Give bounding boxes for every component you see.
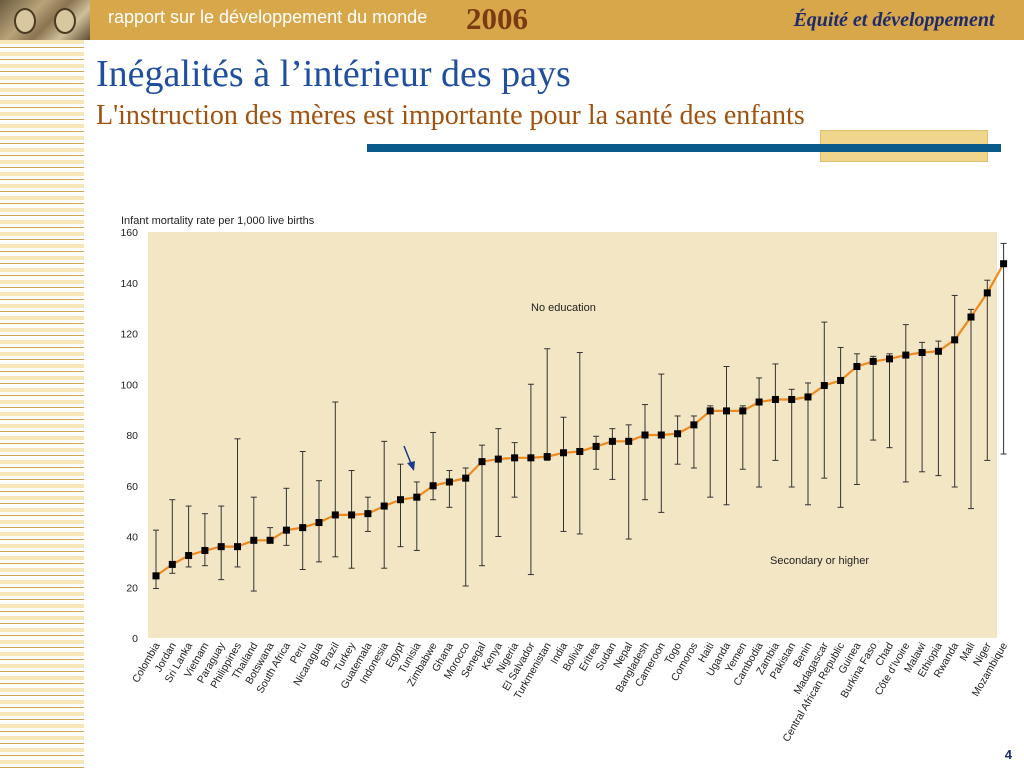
data-point <box>853 362 861 370</box>
data-point <box>478 458 486 466</box>
y-tick-label: 20 <box>126 582 138 594</box>
data-point <box>511 454 519 462</box>
data-point <box>250 536 258 544</box>
data-point <box>152 572 160 580</box>
data-point <box>608 437 616 445</box>
data-point <box>380 502 388 510</box>
annotation-secondary-or-higher: Secondary or higher <box>770 555 869 567</box>
data-point <box>527 454 535 462</box>
data-point <box>771 395 779 403</box>
data-point <box>592 442 600 450</box>
data-point <box>397 496 404 504</box>
header-year: 2006 <box>466 1 528 36</box>
y-tick-label: 0 <box>132 633 138 645</box>
y-tick-label: 40 <box>126 532 138 544</box>
portrait-right <box>54 8 76 34</box>
data-point <box>445 478 453 486</box>
data-point <box>331 511 339 519</box>
y-axis-label: Infant mortality rate per 1,000 live bir… <box>121 215 315 227</box>
data-point <box>804 393 812 401</box>
header-photo <box>0 0 90 40</box>
data-point <box>348 511 356 519</box>
data-point <box>837 376 845 384</box>
portrait-left <box>14 8 36 34</box>
data-point <box>723 407 730 415</box>
plot-background <box>148 232 997 638</box>
data-point <box>657 431 665 439</box>
y-tick-label: 80 <box>126 430 138 442</box>
y-tick-label: 120 <box>120 329 138 341</box>
y-tick-label: 60 <box>126 481 138 493</box>
slide-title: Inégalités à l’intérieur des pays <box>96 53 571 95</box>
page-number: 4 <box>1004 747 1012 762</box>
data-point <box>967 313 975 321</box>
data-point <box>690 421 698 429</box>
decorative-blue-rule <box>367 144 1001 152</box>
data-point <box>429 482 437 490</box>
data-point <box>234 543 241 551</box>
data-point <box>413 493 421 501</box>
data-point <box>788 395 796 403</box>
data-point <box>266 536 274 544</box>
data-point <box>641 431 649 439</box>
data-point <box>951 336 959 344</box>
data-point <box>185 552 193 560</box>
header-bar <box>0 0 1024 40</box>
data-point <box>168 560 176 568</box>
header-subtitle: Équité et développement <box>793 9 995 31</box>
header-report-name: rapport sur le développement du monde <box>108 7 428 27</box>
data-point <box>820 382 828 390</box>
y-tick-label: 140 <box>120 278 138 290</box>
data-point <box>983 289 991 297</box>
data-point <box>462 474 470 482</box>
data-point <box>217 543 225 551</box>
data-point <box>902 351 910 359</box>
data-point <box>543 453 551 461</box>
data-point <box>364 510 372 518</box>
data-point <box>282 526 290 534</box>
data-point <box>576 447 584 455</box>
data-point <box>739 407 747 415</box>
data-point <box>625 437 633 445</box>
data-point <box>674 430 682 438</box>
data-point <box>706 407 714 415</box>
data-point <box>869 357 877 365</box>
y-tick-label: 160 <box>120 227 138 239</box>
y-tick-label: 100 <box>120 379 138 391</box>
decorative-side-stripes <box>0 40 84 768</box>
data-point <box>560 449 567 457</box>
data-point <box>494 455 502 463</box>
annotation-no-education: No education <box>531 302 596 314</box>
data-point <box>918 349 926 357</box>
data-point <box>886 355 893 363</box>
data-point <box>934 347 942 355</box>
data-point <box>755 398 763 406</box>
data-point <box>315 519 323 527</box>
slide-subtitle: L'instruction des mères est importante p… <box>96 100 805 131</box>
decorative-blue-rule-end <box>820 144 1001 152</box>
arrow-head <box>407 461 415 471</box>
data-point <box>299 524 307 532</box>
data-point <box>1000 260 1008 268</box>
data-point <box>201 546 209 554</box>
